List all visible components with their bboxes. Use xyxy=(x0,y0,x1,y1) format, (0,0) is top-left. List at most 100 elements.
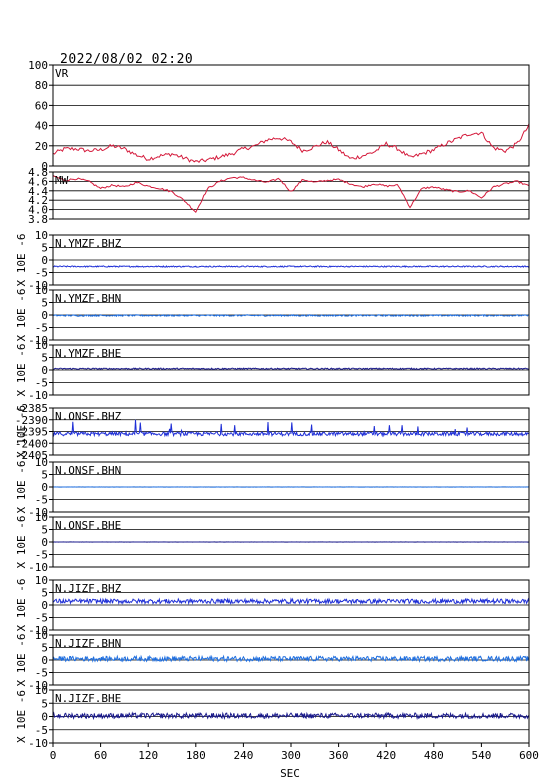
y-tick-label: 20 xyxy=(35,140,48,153)
y-tick-label: 3.8 xyxy=(28,213,48,226)
panel-label: N.JIZF.BHZ xyxy=(55,582,122,595)
panel-frame xyxy=(52,289,530,341)
y-tick-label: 10 xyxy=(35,284,48,297)
y-tick-label: -5 xyxy=(35,724,48,737)
trace-line xyxy=(52,711,530,721)
y-tick-label: 0 xyxy=(41,481,48,494)
y-axis-label: X 10E -6 xyxy=(15,405,28,458)
panel-label: N.YMZF.BHZ xyxy=(55,237,122,250)
y-axis-label: X 10E -6 xyxy=(15,461,28,514)
x-tick-label: 480 xyxy=(424,749,444,762)
x-tick-label: 420 xyxy=(376,749,396,762)
panel-label: N.YMZF.BHN xyxy=(55,292,121,305)
y-tick-label: 5 xyxy=(41,297,48,310)
trace-line xyxy=(52,313,530,318)
x-axis: 0 60 120 180 240 300 360 420 480 540 600 xyxy=(50,743,539,762)
panels: 100806040200VR4.84.64.44.24.03.8MW1050-5… xyxy=(15,59,530,750)
y-tick-label: -5 xyxy=(35,377,48,390)
y-tick-label: 5 xyxy=(41,352,48,365)
y-tick-label: 60 xyxy=(35,99,48,112)
panel-frame xyxy=(52,171,530,220)
y-tick-label: -10 xyxy=(28,279,48,292)
y-tick-label: 5 xyxy=(41,642,48,655)
trace-line xyxy=(52,123,530,164)
x-axis-label: SEC xyxy=(280,767,300,780)
panel-label: N.JIZF.BHN xyxy=(55,637,121,650)
x-tick-label: 120 xyxy=(138,749,158,762)
y-tick-label: 100 xyxy=(28,59,48,72)
y-tick-label: 10 xyxy=(35,229,48,242)
y-axis-label: X 10E -6 xyxy=(15,690,28,743)
panel-label: N.ONSF.BHN xyxy=(55,464,121,477)
y-tick-label: -10 xyxy=(28,679,48,692)
y-tick-label: 4.0 xyxy=(28,204,48,217)
y-tick-label: 4.6 xyxy=(28,175,48,188)
y-tick-label: -10 xyxy=(28,624,48,637)
x-tick-label: 300 xyxy=(281,749,301,762)
y-tick-label: -5 xyxy=(35,667,48,680)
x-tick-label: 600 xyxy=(519,749,539,762)
y-tick-label: 10 xyxy=(35,456,48,469)
panel-frame xyxy=(52,234,530,286)
y-tick-label: -5 xyxy=(35,549,48,562)
trace-line xyxy=(52,654,530,664)
y-tick-label: -10 xyxy=(28,561,48,574)
y-tick-label: -10 xyxy=(28,737,48,750)
y-tick-label: 0 xyxy=(41,309,48,322)
y-tick-label: -10 xyxy=(28,389,48,402)
y-axis-label: X 10E -6 xyxy=(15,579,28,632)
y-tick-label: 5 xyxy=(41,587,48,600)
panel-label: MW xyxy=(55,174,69,187)
y-tick-label: 0 xyxy=(41,160,48,173)
y-axis-label: X 10E -6 xyxy=(15,516,28,569)
y-tick-label: 0 xyxy=(41,654,48,667)
x-tick-label: 360 xyxy=(329,749,349,762)
y-tick-label: 5 xyxy=(41,697,48,710)
panel-frame xyxy=(52,64,530,167)
panel-frame xyxy=(52,634,530,686)
y-tick-label: 0 xyxy=(41,711,48,724)
panel-label: N.ONSF.BHZ xyxy=(55,410,122,423)
y-tick-label: 0 xyxy=(41,254,48,267)
y-tick-label: 0 xyxy=(41,536,48,549)
y-tick-label: -10 xyxy=(28,334,48,347)
panel-frame xyxy=(52,344,530,396)
panel-label: N.YMZF.BHE xyxy=(55,347,121,360)
y-tick-label: 5 xyxy=(41,524,48,537)
y-tick-label: 5 xyxy=(41,469,48,482)
y-tick-label: 4.8 xyxy=(28,166,48,179)
y-tick-label: 10 xyxy=(35,684,48,697)
y-axis-label: X 10E -6 xyxy=(15,289,28,342)
y-tick-label: -2405 xyxy=(15,449,48,462)
y-axis-label: X 10E -6 xyxy=(15,634,28,687)
panel-frame xyxy=(52,516,530,568)
y-tick-label: -2390 xyxy=(15,414,48,427)
y-tick-label: -2395 xyxy=(15,426,48,439)
figure-title: 2022/08/02 02:20 xyxy=(60,52,193,67)
x-tick-label: 0 xyxy=(50,749,57,762)
panel-frame xyxy=(52,461,530,513)
y-axis-label: X 10E -6 xyxy=(15,344,28,397)
y-tick-label: 10 xyxy=(35,511,48,524)
y-tick-label: -2400 xyxy=(15,437,48,450)
x-tick-label: 180 xyxy=(186,749,206,762)
y-tick-label: 40 xyxy=(35,120,48,133)
y-tick-label: -5 xyxy=(35,612,48,625)
y-tick-label: -5 xyxy=(35,322,48,335)
y-tick-label: 4.2 xyxy=(28,194,48,207)
panel-label: N.JIZF.BHE xyxy=(55,692,121,705)
panel-frame xyxy=(52,579,530,631)
trace-line xyxy=(52,419,530,438)
y-tick-label: 10 xyxy=(35,574,48,587)
y-tick-label: 10 xyxy=(35,339,48,352)
x-tick-label: 540 xyxy=(471,749,491,762)
